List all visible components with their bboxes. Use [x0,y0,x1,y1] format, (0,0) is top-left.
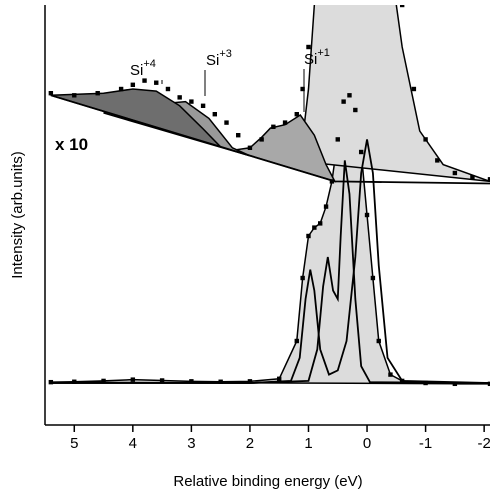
plot-area [48,5,490,387]
data-point [95,91,100,96]
y-axis-label: Intensity (arb.units) [9,151,26,279]
data-point [358,149,364,155]
x-tick-label: -2 [477,435,490,452]
x-tick-label: 0 [363,435,371,452]
data-point [189,99,194,104]
data-point [200,103,206,108]
data-point [271,124,276,129]
data-point [224,120,229,125]
data-point [370,275,376,281]
data-point [353,107,358,113]
data-point [189,379,194,384]
data-point [130,82,136,87]
data-point [487,177,490,182]
data-point [317,221,323,226]
data-point [101,378,106,384]
area [289,5,490,183]
annotation-superscript: +3 [219,48,232,60]
data-point [452,381,458,387]
x-tick-label: 3 [187,435,195,452]
data-point [300,275,305,281]
data-point [423,380,428,386]
annotation-text: Si [206,52,219,69]
data-point [347,93,352,98]
line [50,139,490,384]
data-point [364,212,370,218]
data-point [435,158,440,163]
data-point [159,378,165,383]
data-point [487,381,490,387]
data-point [277,376,282,381]
data-point [282,120,288,125]
annotation-text: Si [130,62,143,79]
data-point [48,379,54,385]
data-point [236,133,241,138]
data-point [247,145,253,150]
data-point [411,86,417,92]
data-point [154,80,159,85]
data-point [212,112,218,117]
data-point [306,44,311,50]
data-point [306,233,311,239]
annotation-superscript: +4 [143,58,156,70]
x-axis-label: Relative binding energy (eV) [173,473,362,490]
annotation: Si+1 [304,47,330,68]
line [50,160,490,384]
data-point [218,379,223,384]
data-point [376,338,381,344]
data-point [399,5,405,8]
data-point [470,175,475,180]
scale-label: x 10 [55,135,88,154]
data-point [259,137,264,142]
area [232,114,337,183]
annotation: Si+4 [130,58,156,79]
x-tick-label: 4 [129,435,137,452]
data-point [329,179,335,184]
area [50,88,222,148]
data-point [165,86,171,92]
data-point [335,137,340,142]
data-point [300,86,305,92]
annotation-superscript: +1 [317,47,330,59]
data-point [452,170,458,176]
data-point [247,379,253,384]
data-point [72,379,77,384]
data-point [323,204,329,209]
annotation: Si+3 [206,48,232,69]
data-point [48,91,54,96]
line [50,94,490,185]
annotation-text: Si [304,51,317,68]
data-point [118,86,124,92]
data-point [341,99,346,104]
data-point [130,377,136,382]
data-point [388,372,393,377]
data-point [312,225,317,230]
data-point [294,112,299,117]
data-point [399,378,405,384]
data-point [72,93,77,98]
data-point [294,338,299,344]
data-point [142,78,147,83]
data-point [177,95,182,100]
data-point [423,137,428,142]
x-tick-label: -1 [419,435,432,452]
x-tick-label: 1 [304,435,312,452]
x-tick-label: 2 [246,435,254,452]
x-tick-label: 5 [70,435,78,452]
